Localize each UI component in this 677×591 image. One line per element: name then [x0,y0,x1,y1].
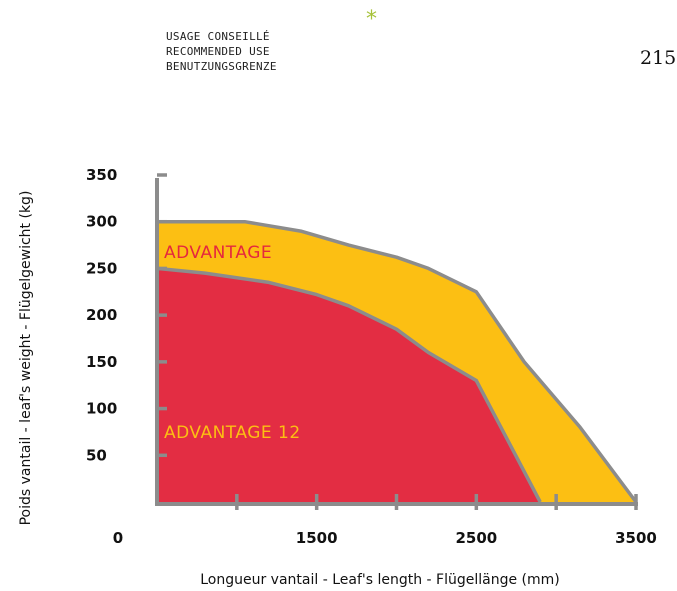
header-block: USAGE CONSEILLÉ RECOMMENDED USE BENUTZUN… [166,7,377,73]
header-line-de: BENUTZUNGSGRENZE [166,60,277,73]
y-tick-label: 100 [86,400,117,418]
axes [155,173,638,510]
y-axis-title: Poids vantail - leaf's weight - Flügelge… [18,191,34,526]
page-number: 215 [640,47,676,69]
y-tick-label: 200 [86,306,117,324]
y-tick-label: 300 [86,213,117,231]
y-tick-label: 150 [86,353,117,371]
x-axis-title: Longueur vantail - Leaf's length - Flüge… [200,572,560,588]
line-advantage [157,219,638,504]
header-line-fr: USAGE CONSEILLÉ [166,30,270,43]
series-label-advantage: ADVANTAGE [164,243,272,263]
header-line-en: RECOMMENDED USE [166,45,270,58]
plot-areas [156,219,638,504]
line-advantage-12 [156,266,542,503]
y-tick-label: 250 [86,259,117,277]
y-tick-labels: 350 300 250 200 150 100 50 [86,166,117,464]
y-tick-label: 50 [86,446,107,464]
x-tick-label: 2500 [455,529,497,547]
x-tick-labels: 0 1500 2500 3500 [113,529,657,547]
x-tick-label: 1500 [296,529,338,547]
y-tick-label: 350 [86,166,117,184]
asterisk-mark: * [366,7,377,32]
area-advantage-12 [157,268,541,502]
x-tick-label: 3500 [615,529,657,547]
series-label-advantage-12: ADVANTAGE 12 [164,423,301,443]
x-tick-label: 0 [113,529,123,547]
